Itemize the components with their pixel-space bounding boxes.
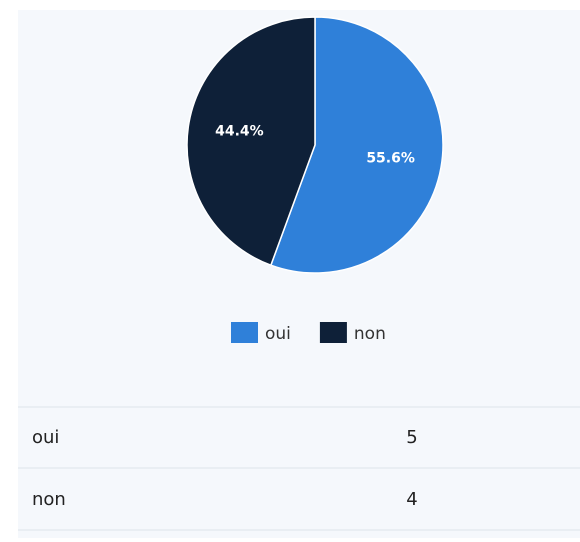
table-cell: non [32,489,66,510]
table-cell: 4 [406,489,417,510]
pie-slice [186,16,316,267]
legend-swatch [231,322,258,343]
legend-swatch [319,322,347,343]
legend-label: oui [265,324,291,344]
slice-label: 44.4% [215,124,264,140]
table-cell: oui [32,427,59,448]
slice-label: 55.6% [366,150,415,166]
legend-label: non [354,324,386,344]
table-cell: 5 [406,427,417,448]
pie-slice [269,16,444,274]
